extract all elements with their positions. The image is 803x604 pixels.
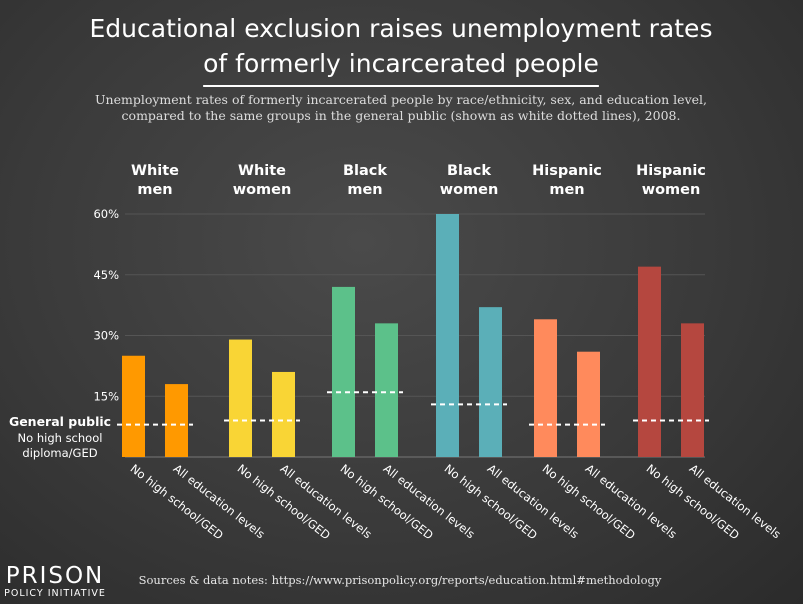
bar (577, 351, 600, 457)
legend-line-2: diploma/GED (22, 446, 97, 460)
group-label: women (233, 182, 292, 198)
bar (638, 266, 661, 457)
group-label: White (238, 163, 286, 179)
group-labels: White men White women Black men Black women Hisp… (131, 163, 706, 198)
group-label: men (549, 182, 584, 198)
bar (229, 339, 252, 457)
group-label: Hispanic (532, 163, 602, 179)
chart-title-line-1: Educational exclusion raises unemploymen… (90, 14, 713, 43)
y-tick-label: 45% (93, 268, 119, 282)
bar (272, 371, 295, 457)
group-label: women (642, 182, 701, 198)
bar (165, 384, 188, 457)
bars (122, 214, 704, 457)
gridlines (125, 213, 705, 458)
chart-subtitle-line-1: Unemployment rates of formerly incarcera… (95, 92, 707, 107)
y-tick-label: 15% (93, 389, 119, 403)
legend-title: General public (9, 414, 111, 429)
bar (534, 319, 557, 457)
bar (479, 307, 502, 457)
bar (122, 355, 145, 457)
logo-sub-text: POLICY INITIATIVE (4, 588, 106, 599)
group-label: White (131, 163, 179, 179)
chart-subtitle-line-2: compared to the same groups in the gener… (122, 108, 681, 123)
bar (332, 286, 355, 457)
logo-main-text: PRISON (6, 563, 105, 589)
prison-policy-initiative-logo: PRISON POLICY INITIATIVE (4, 563, 106, 599)
y-tick-label: 30% (93, 329, 119, 343)
group-label: men (137, 182, 172, 198)
bar (375, 323, 398, 457)
bar (681, 323, 704, 457)
bar (436, 214, 459, 457)
group-label: men (347, 182, 382, 198)
y-axis-ticks: 15% 30% 45% 60% (93, 207, 119, 403)
y-tick-label: 60% (93, 207, 119, 221)
group-label: women (440, 182, 499, 198)
group-label: Hispanic (636, 163, 706, 179)
legend-line-1: No high school (18, 431, 103, 445)
legend: General public No high school diploma/GE… (9, 414, 111, 460)
source-note: Sources & data notes: https://www.prison… (139, 573, 662, 587)
group-label: Black (343, 163, 387, 179)
chart-title-line-2: of formerly incarcerated people (203, 49, 599, 78)
general-public-lines (117, 391, 709, 426)
group-label: Black (447, 163, 491, 179)
